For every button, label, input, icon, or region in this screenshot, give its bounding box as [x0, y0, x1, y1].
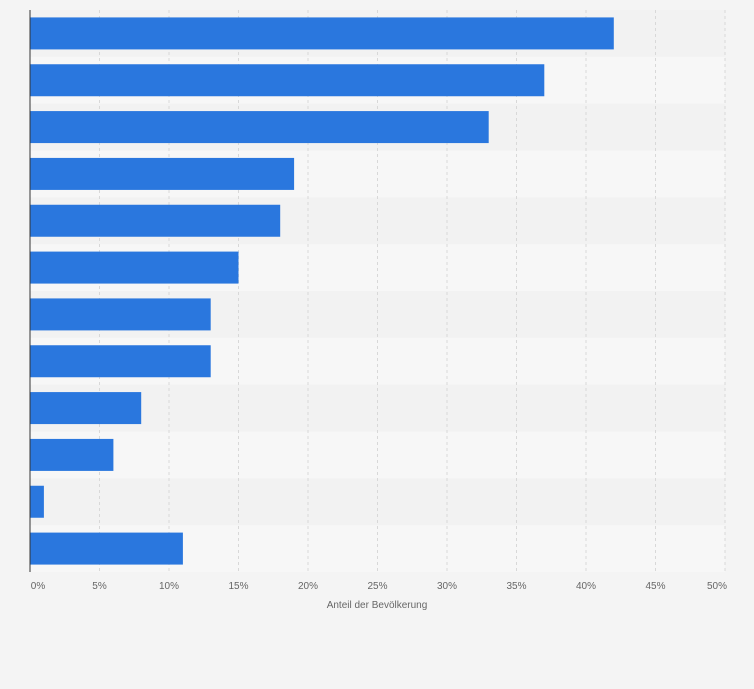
x-axis-ticks: 0% 5% 10% 15% 20% 25% 30% 35% 40% 45% 50%: [31, 581, 727, 592]
x-tick-label: 40%: [576, 581, 596, 592]
x-tick-label: 50%: [707, 581, 727, 592]
x-tick-label: 35%: [506, 581, 526, 592]
x-axis-title: Anteil der Bevölkerung: [327, 600, 428, 611]
bar-10: [30, 438, 114, 471]
bar-5: [30, 204, 281, 237]
x-tick-label: 25%: [367, 581, 387, 592]
bar-9: [30, 392, 142, 425]
x-tick-label: 30%: [437, 581, 457, 592]
bar-7: [30, 298, 211, 331]
bar-12: [30, 532, 183, 565]
x-tick-label: 20%: [298, 581, 318, 592]
x-tick-label: 0%: [31, 581, 46, 592]
bar-3: [30, 111, 489, 144]
bar-8: [30, 345, 211, 378]
x-tick-label: 5%: [92, 581, 107, 592]
bar-1: [30, 17, 614, 50]
bar-4: [30, 157, 295, 190]
x-tick-label: 45%: [645, 581, 665, 592]
x-tick-label: 10%: [159, 581, 179, 592]
x-tick-label: 15%: [228, 581, 248, 592]
gridlines: [99, 10, 726, 572]
bar-2: [30, 64, 545, 97]
bar-11: [30, 485, 44, 518]
bar-6: [30, 251, 239, 284]
bars: [30, 17, 614, 565]
